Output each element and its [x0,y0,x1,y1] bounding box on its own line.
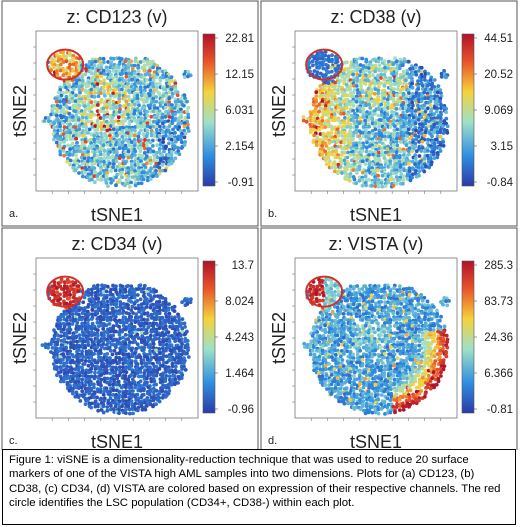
colorbar-tick-label: -0.84 [487,177,514,189]
tsne-points [302,277,451,416]
lsc-circle-highlight [305,275,344,308]
colorbar-tick-label: 3.15 [491,141,513,153]
colorbar-tick-label: 6.366 [484,368,513,380]
colorbar-tick-label: 13.7 [232,260,254,272]
panel-letter: d. [268,435,277,447]
panel-title: z: CD34 (v) [71,234,162,254]
colorbar-tick-label: 285.3 [484,260,513,272]
tsne-points [41,50,193,189]
colorbar-tick-label: -0.91 [228,177,254,189]
colorbar-tick-label: 2.154 [225,141,254,153]
colorbar-tick-label: 22.81 [225,33,254,45]
colorbar-tick-label: 8.024 [225,296,254,308]
colorbar [461,260,475,414]
colorbar-tick-label: 44.51 [484,33,513,45]
panel-letter: b. [268,208,277,220]
panel-title: z: VISTA (v) [329,234,424,254]
y-axis-label: tSNE2 [269,312,289,364]
lsc-circle-highlight [305,48,344,81]
y-axis-label: tSNE2 [10,85,30,137]
panel-2: z: CD38 (v) tSNE1 tSNE2 b. 44.51 20.52 9.069 3.… [260,0,518,227]
colorbar-tick-label: 83.73 [484,296,513,308]
tsne-points [40,277,193,416]
colorbar [461,33,475,187]
colorbar-tick-label: 9.069 [484,105,513,117]
figure-caption: Figure 1: viSNE is a dimensionality-redu… [2,449,516,525]
panel-title: z: CD123 (v) [66,7,167,27]
colorbar [202,260,216,414]
panel-letter: c. [9,435,18,447]
colorbar-tick-label: 6.031 [225,105,254,117]
y-axis-label: tSNE2 [269,85,289,137]
x-axis-label: tSNE1 [350,432,402,450]
x-axis-label: tSNE1 [91,432,143,450]
panel-3: z: CD34 (v) tSNE1 tSNE2 c. 13.7 8.024 4.243 1.4… [1,227,259,450]
colorbar-tick-label: -0.96 [228,404,254,416]
lsc-circle-highlight [46,275,85,308]
panel-4: z: VISTA (v) tSNE1 tSNE2 d. 285.3 83.73 24.36 6… [260,227,518,450]
visne-figure: z: CD123 (v) tSNE1 tSNE2 a. 22.81 12.15 6.031 2… [1,0,518,450]
colorbar [202,33,216,187]
lsc-circle-highlight [46,48,85,81]
panel-title: z: CD38 (v) [330,7,421,27]
colorbar-tick-label: 1.464 [225,368,254,380]
x-axis-label: tSNE1 [91,205,143,225]
colorbar-tick-label: -0.81 [487,404,513,416]
tsne-points [301,50,450,189]
colorbar-tick-label: 24.36 [484,332,513,344]
colorbar-tick-label: 4.243 [225,332,254,344]
colorbar-tick-label: 12.15 [225,69,254,81]
x-axis-label: tSNE1 [350,205,402,225]
colorbar-tick-label: 20.52 [484,69,513,81]
panel-letter: a. [9,208,18,220]
panel-1: z: CD123 (v) tSNE1 tSNE2 a. 22.81 12.15 6.031 2… [1,0,259,227]
y-axis-label: tSNE2 [10,312,30,364]
